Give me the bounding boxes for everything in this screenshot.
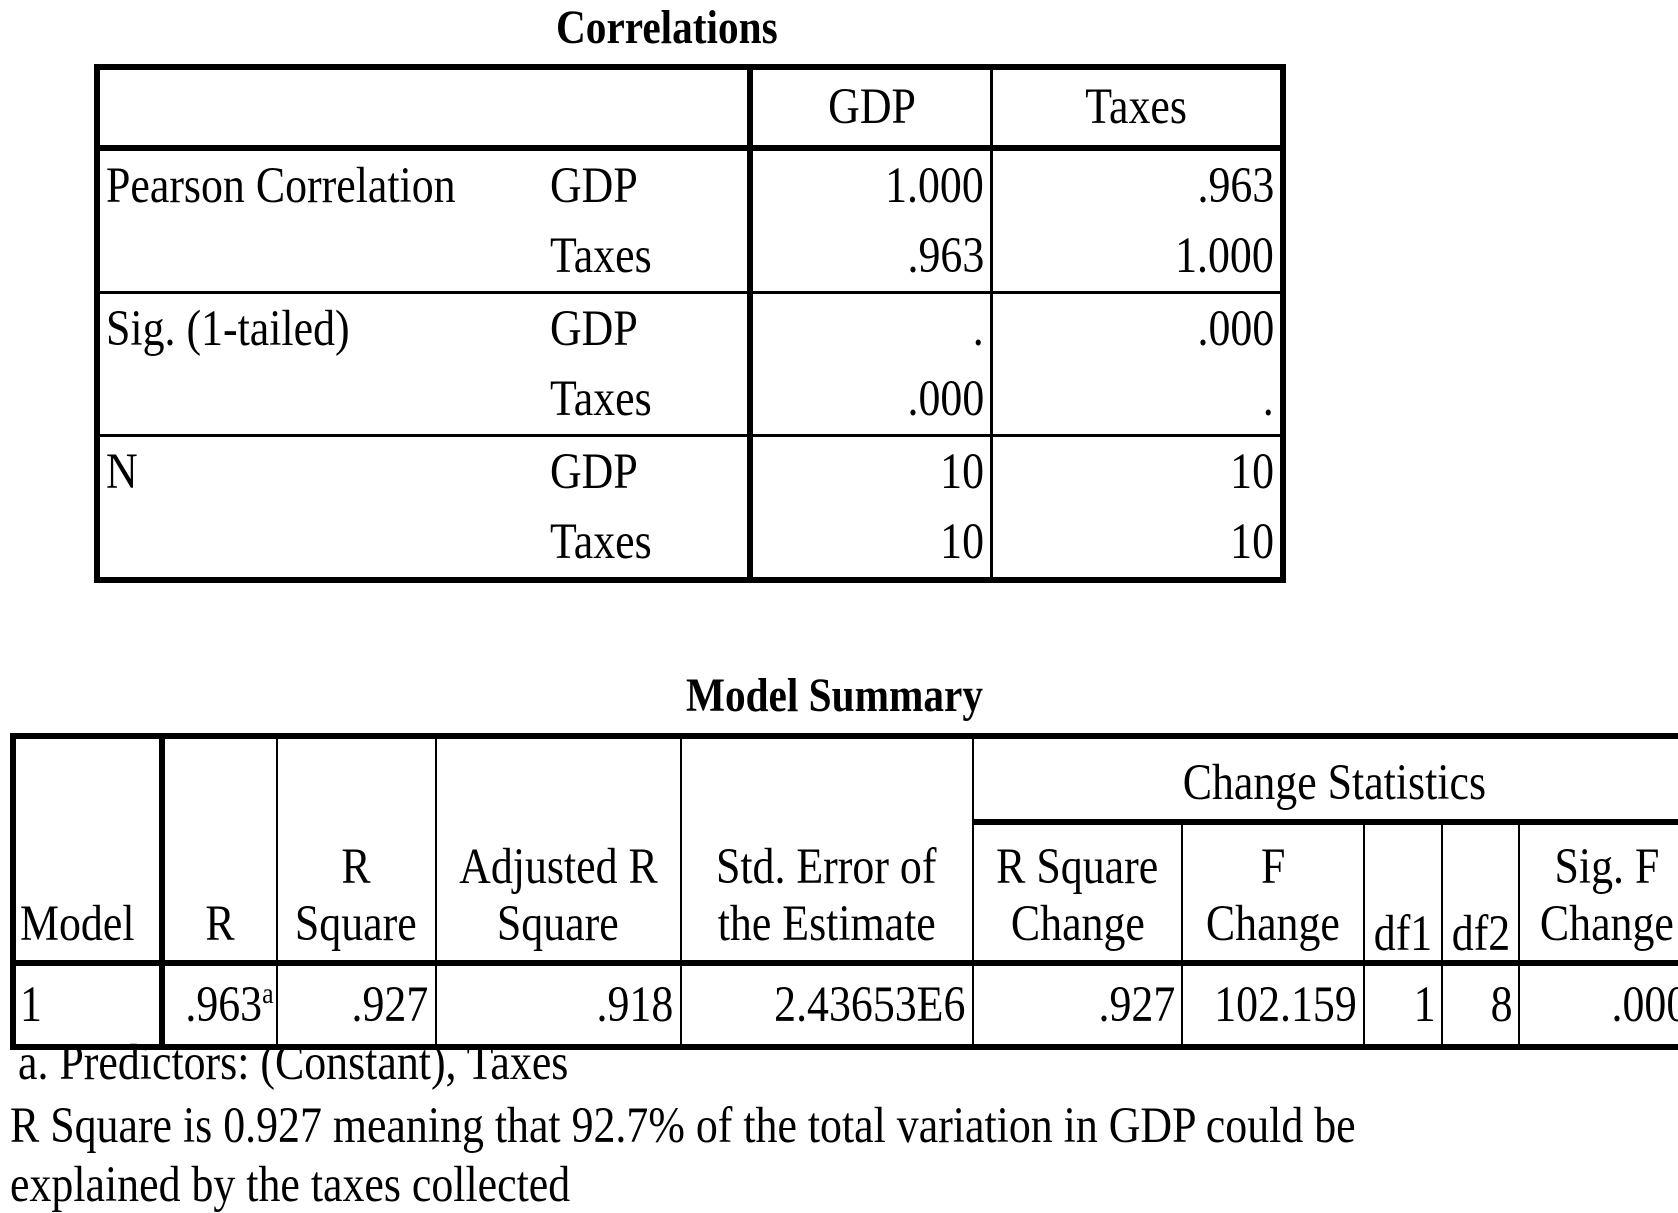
correlations-title: Correlations	[556, 1, 778, 54]
row-variable: GDP	[550, 300, 638, 357]
change-statistics-header: Change Statistics	[1182, 755, 1486, 811]
table-row: 1 .963a .927 .918 2.43653E6 .927 102.159…	[11, 962, 1678, 1048]
group-label: N	[106, 443, 138, 500]
table-row: Taxes .000 .	[95, 364, 1284, 437]
cell-adjusted-r-square: .918	[596, 976, 674, 1033]
cell-value: .963	[1197, 157, 1274, 214]
predictors-footnote: a. Predictors: (Constant), Taxes	[18, 1035, 569, 1091]
cell-r-square-change: .927	[1098, 976, 1176, 1033]
cell-value: 1.000	[1175, 227, 1274, 284]
correlations-table: GDP Taxes Pearson Correlation GDP 1.000 …	[94, 64, 1286, 583]
interpretation-note-line2: explained by the taxes collected	[10, 1157, 571, 1213]
row-variable: Taxes	[550, 227, 652, 284]
model-summary-header-row-2: R Square Change F Change df1 df2 Sig. F …	[13, 821, 1678, 966]
col-header-r-square-change-line2: Change	[1010, 896, 1145, 952]
col-header-adjusted-line2: Square	[497, 896, 619, 952]
col-header-model: Model	[20, 896, 135, 952]
col-header-taxes: Taxes	[1085, 79, 1188, 135]
cell-std-error: 2.43653E6	[774, 976, 966, 1033]
col-header-std-error-line1: Std. Error of	[716, 839, 937, 895]
model-summary-title: Model Summary	[686, 669, 983, 722]
col-header-f-change-line2: Change	[1206, 896, 1341, 952]
col-header-sig-f-change-line1: Sig. F	[1554, 839, 1660, 895]
col-header-r: R	[205, 896, 236, 952]
table-row: Taxes 10 10	[95, 507, 1284, 581]
correlations-header-row: GDP Taxes	[95, 66, 1284, 151]
col-header-r-square-line1: R	[341, 839, 371, 895]
col-header-r-square-line2: Square	[295, 896, 418, 952]
cell-value: .963	[907, 227, 984, 284]
col-header-gdp: GDP	[827, 79, 916, 135]
cell-r: .963	[185, 976, 263, 1033]
row-variable: Taxes	[550, 370, 652, 427]
cell-f-change: 102.159	[1214, 976, 1357, 1033]
col-header-df2: df2	[1451, 906, 1510, 962]
interpretation-note-line1: R Square is 0.927 meaning that 92.7% of …	[10, 1098, 1356, 1154]
row-variable: GDP	[550, 443, 638, 500]
table-row: Pearson Correlation GDP 1.000 .963	[95, 147, 1284, 221]
footnote-marker: a	[262, 976, 274, 1010]
col-header-df1: df1	[1373, 906, 1433, 962]
col-header-sig-f-change-line2: Change	[1540, 896, 1675, 952]
col-header-r-square-change-line1: R Square	[996, 839, 1159, 895]
cell-value: 10	[940, 443, 984, 500]
cell-model: 1	[20, 976, 42, 1033]
cell-df2: 8	[1490, 976, 1513, 1033]
cell-value: 1.000	[885, 157, 984, 214]
row-variable: Taxes	[550, 513, 652, 570]
col-header-adjusted-line1: Adjusted R	[458, 839, 658, 895]
table-row: Taxes .963 1.000	[95, 221, 1284, 294]
table-row: Sig. (1-tailed) GDP . .000	[95, 291, 1284, 364]
col-header-f-change-line1: F	[1260, 839, 1286, 895]
cell-value: 10	[940, 513, 984, 570]
cell-value: 10	[1230, 513, 1274, 570]
cell-value: .	[1263, 370, 1274, 427]
table-row: N GDP 10 10	[95, 434, 1284, 507]
group-label: Pearson Correlation	[106, 157, 456, 214]
group-label: Sig. (1-tailed)	[106, 300, 350, 357]
cell-value: .000	[1197, 300, 1274, 357]
cell-sig-f-change: .000	[1611, 976, 1678, 1033]
model-summary-table: Model R R Square Adjusted R Square Std. …	[10, 733, 1678, 1050]
row-variable: GDP	[550, 157, 638, 214]
cell-value: 10	[1230, 443, 1274, 500]
col-header-std-error-line2: the Estimate	[717, 896, 936, 952]
model-summary-header-row-1: Model R R Square Adjusted R Square Std. …	[11, 735, 1678, 966]
cell-value: .000	[907, 370, 984, 427]
cell-value: .	[973, 300, 984, 357]
cell-r-square: .927	[351, 976, 429, 1033]
cell-df1: 1	[1413, 976, 1436, 1033]
